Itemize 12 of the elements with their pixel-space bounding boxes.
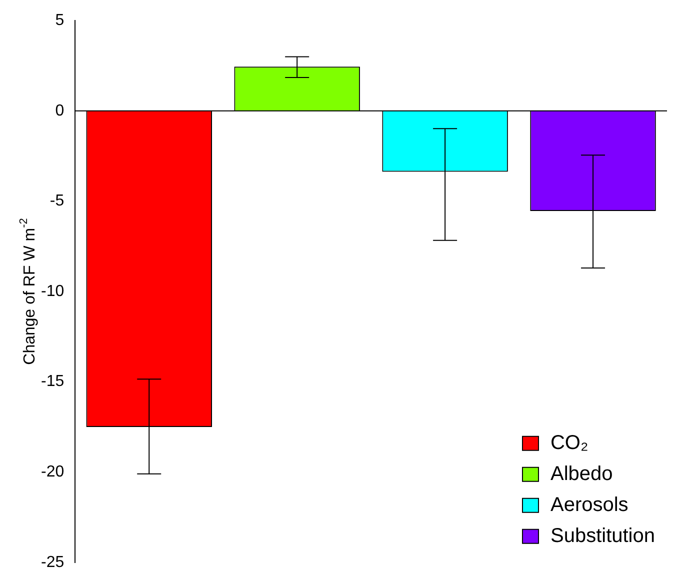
- y-tick-label: 5: [55, 12, 64, 30]
- y-tick-label: -20: [41, 464, 64, 481]
- legend-label: CO₂: [550, 432, 588, 454]
- y-axis-title: Change of RF W m-2: [18, 218, 38, 365]
- y-tick-label: -5: [50, 192, 64, 210]
- legend-label: Aerosols: [550, 494, 628, 516]
- y-tick-label: -15: [41, 373, 64, 390]
- y-tick-label: -25: [41, 554, 64, 571]
- y-tick-label: 0: [55, 102, 64, 120]
- legend-label: Albedo: [550, 462, 613, 485]
- legend-label: Substitution: [550, 524, 656, 547]
- y-tick-label: -10: [41, 282, 64, 300]
